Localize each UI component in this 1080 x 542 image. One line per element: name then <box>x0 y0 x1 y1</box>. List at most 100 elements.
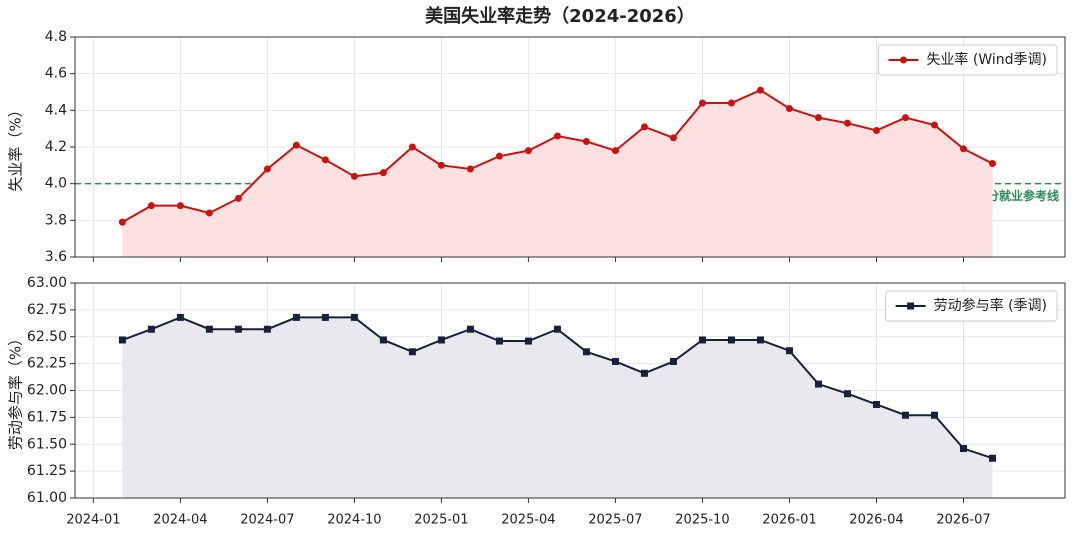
legend-marker <box>907 302 915 310</box>
y-tick-label: 62.75 <box>27 302 67 318</box>
marker <box>205 325 213 333</box>
marker <box>785 347 793 355</box>
y-tick-label: 61.00 <box>27 490 67 506</box>
y-axis-label: 劳动参与率（%） <box>7 331 25 450</box>
marker <box>553 325 561 333</box>
area <box>122 317 993 498</box>
marker <box>118 218 126 226</box>
marker <box>814 380 822 388</box>
marker <box>147 202 155 210</box>
marker <box>582 348 590 356</box>
legend-label: 劳动参与率 (季调) <box>934 297 1047 314</box>
y-tick-label: 3.6 <box>45 249 67 265</box>
y-tick-label: 4.8 <box>45 29 67 45</box>
y-tick-label: 3.8 <box>45 212 67 228</box>
marker <box>321 156 329 164</box>
marker <box>176 313 184 321</box>
y-tick-label: 63.00 <box>27 275 67 291</box>
plot-frame <box>74 282 1066 499</box>
x-tick-label: 2024-07 <box>240 513 294 528</box>
plot-frame <box>74 36 1066 258</box>
marker <box>988 160 996 167</box>
y-tick-label: 62.50 <box>27 329 67 345</box>
marker <box>437 336 445 344</box>
y-tick-label: 4.0 <box>45 176 67 192</box>
marker <box>988 454 996 462</box>
marker <box>843 119 851 127</box>
x-tick-label: 2026-04 <box>849 513 903 528</box>
marker <box>669 357 677 365</box>
marker <box>930 121 938 129</box>
y-axis-label: 失业率（%） <box>7 102 25 191</box>
marker <box>321 313 329 321</box>
marker <box>524 337 532 345</box>
x-tick-label: 2026-07 <box>936 513 990 528</box>
marker <box>872 127 880 134</box>
marker <box>437 161 445 169</box>
marker <box>959 145 967 153</box>
marker <box>727 336 735 344</box>
y-tick-label: 61.50 <box>27 436 67 452</box>
marker <box>727 99 735 107</box>
marker <box>466 165 474 173</box>
x-tick-label: 2026-01 <box>762 513 816 528</box>
marker <box>263 165 271 173</box>
x-tick-label: 2024-04 <box>153 513 207 528</box>
y-tick-label: 62.00 <box>27 383 67 399</box>
marker <box>698 99 706 107</box>
marker <box>901 114 909 122</box>
marker <box>408 143 416 151</box>
marker <box>611 147 619 155</box>
marker <box>205 209 213 217</box>
x-tick-label: 2025-04 <box>501 513 555 528</box>
marker <box>611 357 619 365</box>
x-tick-label: 2025-10 <box>675 513 729 528</box>
marker <box>872 400 880 408</box>
marker <box>263 325 271 333</box>
y-tick-label: 4.4 <box>45 102 67 118</box>
legend-label: 失业率 (Wind季调) <box>926 51 1047 68</box>
chart-title: 美国失业率走势（2024-2026） <box>425 5 695 27</box>
marker <box>147 325 155 333</box>
marker <box>379 336 387 344</box>
legend-marker <box>899 56 907 64</box>
marker <box>524 147 532 155</box>
marker <box>756 86 764 94</box>
y-tick-label: 62.25 <box>27 356 67 372</box>
marker <box>901 411 909 419</box>
marker <box>292 313 300 321</box>
marker <box>350 172 358 180</box>
marker <box>553 132 561 140</box>
x-tick-label: 2024-10 <box>327 513 381 528</box>
marker <box>669 134 677 142</box>
marker <box>640 369 648 377</box>
legend-box <box>877 44 1058 76</box>
marker <box>959 445 967 453</box>
marker <box>379 169 387 177</box>
marker <box>466 325 474 333</box>
marker <box>698 336 706 344</box>
marker <box>930 411 938 419</box>
legend: 劳动参与率 (季调) <box>885 290 1058 322</box>
marker <box>756 336 764 344</box>
area <box>122 90 993 258</box>
marker <box>234 325 242 333</box>
y-tick-label: 4.2 <box>45 139 67 155</box>
marker <box>176 202 184 210</box>
legend-box <box>885 290 1058 322</box>
marker <box>495 152 503 160</box>
marker <box>234 194 242 202</box>
marker <box>408 348 416 356</box>
marker <box>785 105 793 112</box>
x-tick-label: 2024-01 <box>66 513 120 528</box>
marker <box>582 138 590 145</box>
marker <box>495 337 503 345</box>
marker <box>350 313 358 321</box>
marker <box>814 114 822 122</box>
x-tick-label: 2025-07 <box>588 513 642 528</box>
legend: 失业率 (Wind季调) <box>877 44 1058 76</box>
y-tick-label: 61.25 <box>27 463 67 479</box>
marker <box>292 141 300 149</box>
y-tick-label: 61.75 <box>27 409 67 425</box>
